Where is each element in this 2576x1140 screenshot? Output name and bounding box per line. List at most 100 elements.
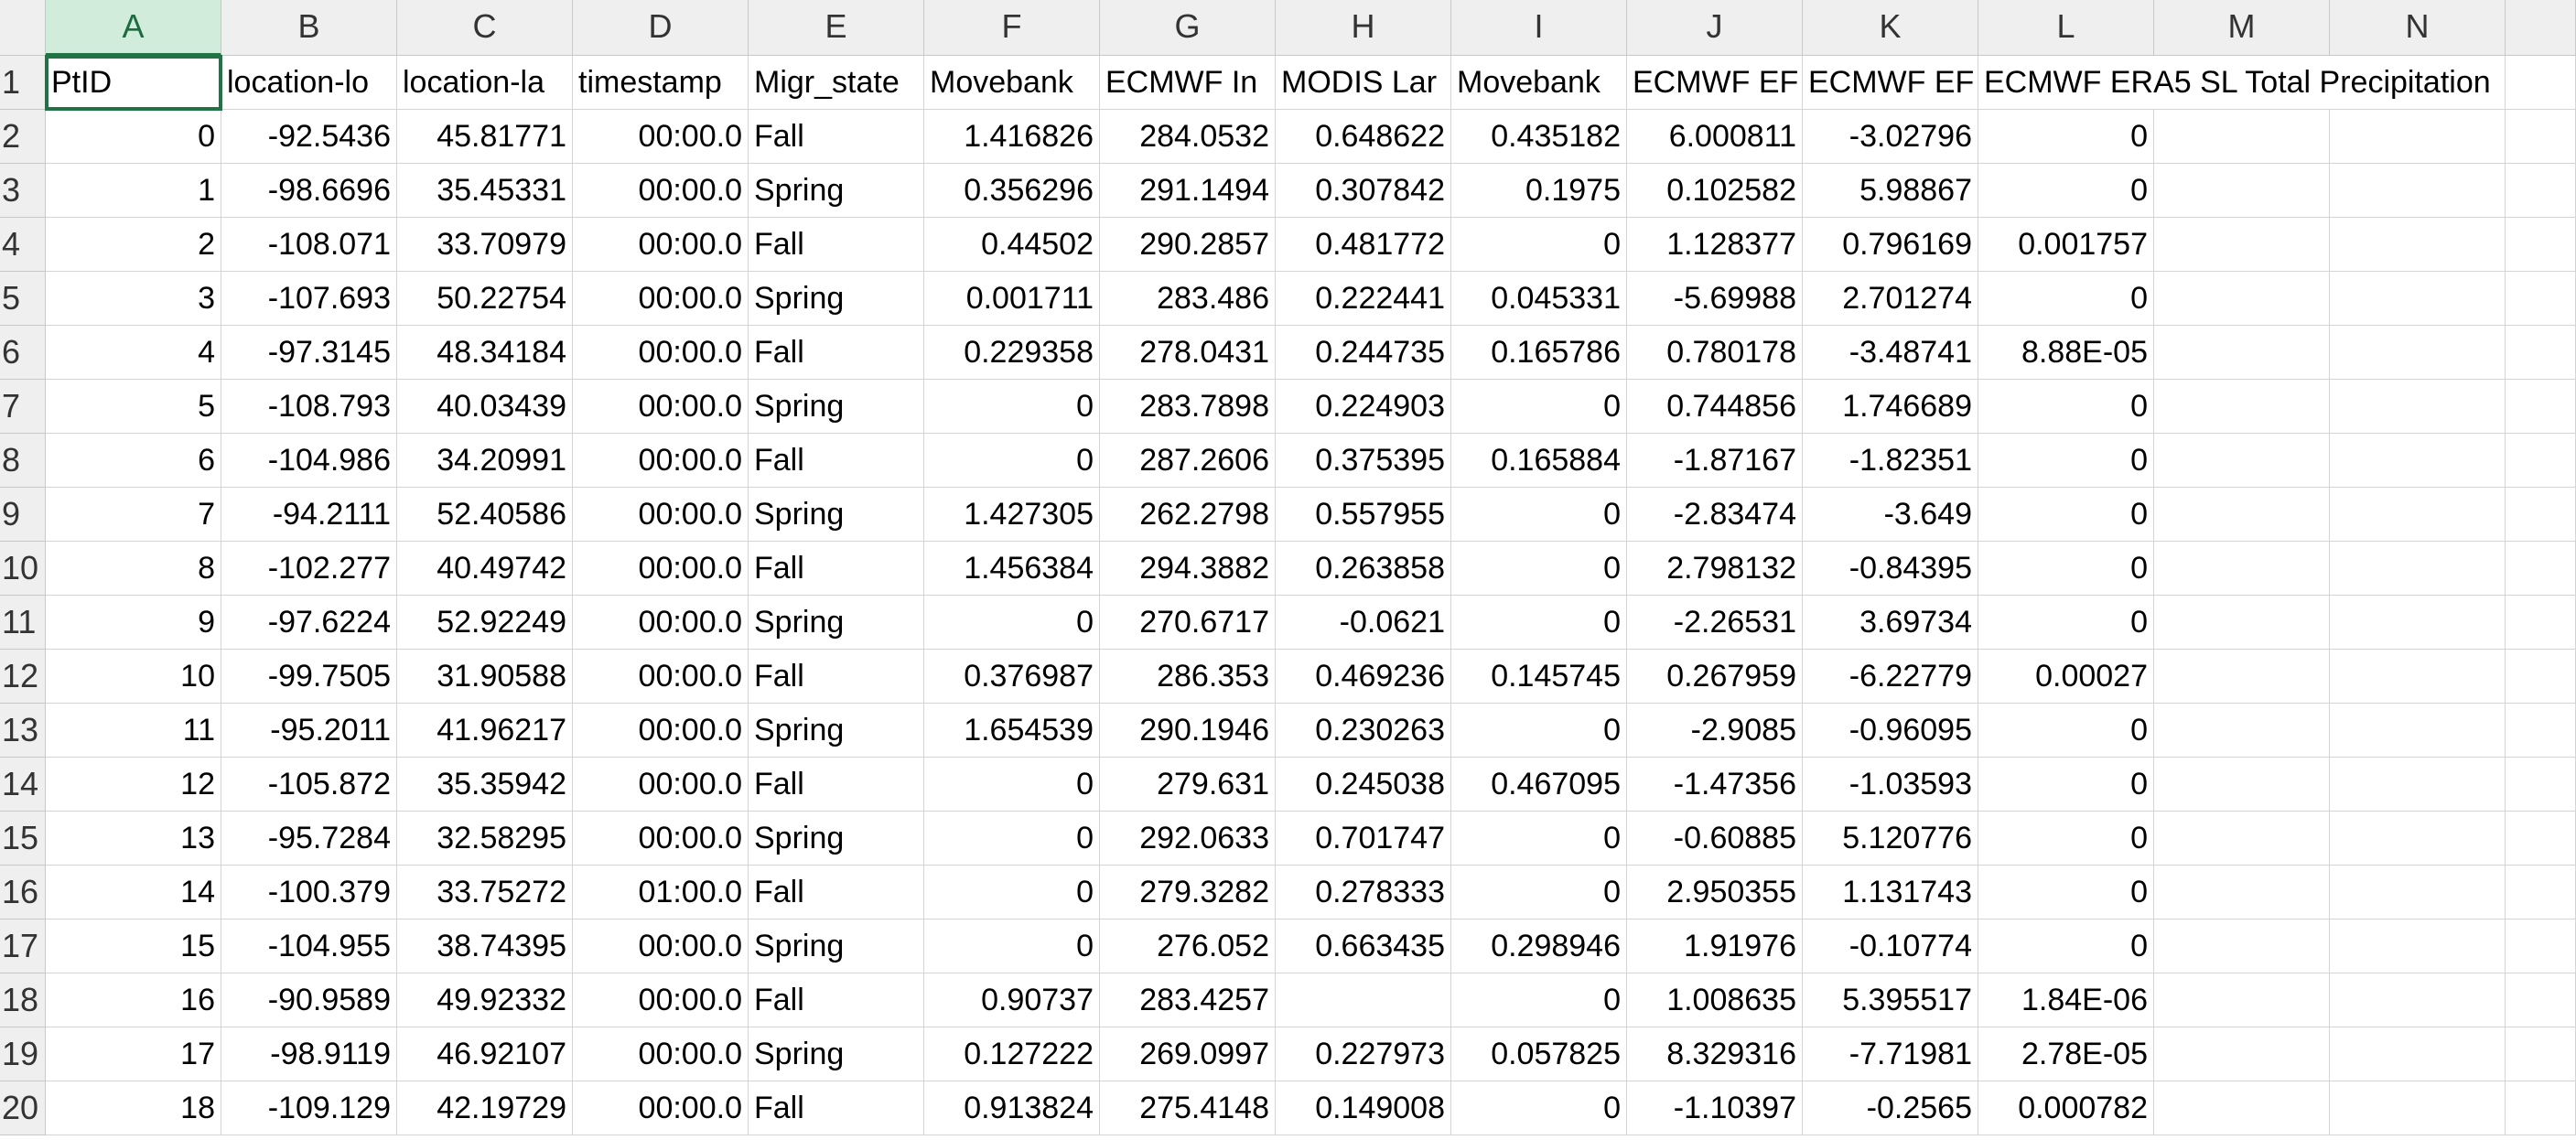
cell[interactable]: -2.83474 [1627,488,1803,542]
cell[interactable]: 0 [1978,488,2154,542]
cell[interactable]: 0.744856 [1627,380,1803,434]
cell[interactable]: -90.9589 [221,973,397,1027]
cell[interactable]: 00:00.0 [573,326,749,380]
cell[interactable]: 0.00027 [1978,650,2154,704]
column-header[interactable]: D [573,0,749,56]
cell[interactable]: 5.395517 [1803,973,1978,1027]
cell[interactable]: -0.2565 [1803,1081,1978,1135]
cell[interactable]: 8 [46,542,221,596]
cell[interactable]: 290.2857 [1100,218,1276,272]
cell[interactable]: -100.379 [221,866,397,920]
cell[interactable]: ECMWF EF [1803,56,1978,110]
cell[interactable] [2154,1027,2330,1081]
row-header[interactable]: 19 [0,1027,46,1081]
cell[interactable] [2330,272,2506,326]
cell[interactable] [2330,866,2506,920]
cell[interactable]: 40.03439 [397,380,573,434]
column-header[interactable]: J [1627,0,1803,56]
cell[interactable]: 0 [1451,380,1627,434]
cell[interactable]: 52.40586 [397,488,573,542]
column-header[interactable]: L [1978,0,2154,56]
cell[interactable]: 0 [1451,542,1627,596]
cell[interactable]: 1.008635 [1627,973,1803,1027]
row-header[interactable]: 14 [0,758,46,812]
cell[interactable]: -107.693 [221,272,397,326]
cell[interactable]: 38.74395 [397,920,573,973]
cell[interactable]: 0.44502 [924,218,1100,272]
column-header[interactable]: I [1451,0,1627,56]
cell[interactable]: 0 [924,380,1100,434]
cell[interactable]: 10 [46,650,221,704]
cell[interactable]: Fall [749,1081,924,1135]
cell[interactable]: 0.001711 [924,272,1100,326]
row-header[interactable]: 4 [0,218,46,272]
column-header[interactable]: B [221,0,397,56]
cell[interactable]: 0 [1978,380,2154,434]
cell[interactable]: Fall [749,110,924,164]
cell[interactable]: 5.98867 [1803,164,1978,218]
cell[interactable]: -0.84395 [1803,542,1978,596]
cell[interactable] [2506,650,2576,704]
cell[interactable]: -109.129 [221,1081,397,1135]
cell[interactable]: 0.90737 [924,973,1100,1027]
cell[interactable]: Fall [749,218,924,272]
cell[interactable]: 0 [1451,1081,1627,1135]
cell[interactable]: Spring [749,596,924,650]
cell[interactable] [2506,434,2576,488]
row-header[interactable]: 12 [0,650,46,704]
cell[interactable] [2154,380,2330,434]
cell[interactable] [2506,542,2576,596]
cell[interactable]: 0.796169 [1803,218,1978,272]
row-header[interactable]: 2 [0,110,46,164]
cell[interactable] [2154,326,2330,380]
cell[interactable]: 0.701747 [1276,812,1451,866]
cell[interactable] [2506,326,2576,380]
cell[interactable]: 0.045331 [1451,272,1627,326]
cell[interactable]: 1.131743 [1803,866,1978,920]
cell[interactable]: 0.278333 [1276,866,1451,920]
cell[interactable]: 00:00.0 [573,812,749,866]
cell[interactable] [2154,542,2330,596]
cell[interactable] [2330,326,2506,380]
cell[interactable]: 284.0532 [1100,110,1276,164]
cell[interactable]: 1.91976 [1627,920,1803,973]
cell[interactable] [2330,542,2506,596]
cell[interactable]: 45.81771 [397,110,573,164]
cell[interactable]: 7 [46,488,221,542]
cell[interactable]: 18 [46,1081,221,1135]
cell[interactable]: 00:00.0 [573,218,749,272]
cell[interactable]: 262.2798 [1100,488,1276,542]
cell[interactable]: -108.793 [221,380,397,434]
cell[interactable]: 0 [924,812,1100,866]
row-header[interactable]: 8 [0,434,46,488]
cell[interactable]: 0.102582 [1627,164,1803,218]
cell[interactable]: 00:00.0 [573,1081,749,1135]
cell[interactable]: 0 [1978,866,2154,920]
cell[interactable]: 0.165884 [1451,434,1627,488]
row-header[interactable]: 1 [0,56,46,110]
cell[interactable] [2506,110,2576,164]
cell[interactable]: 16 [46,973,221,1027]
row-header[interactable]: 7 [0,380,46,434]
cell[interactable]: 2.950355 [1627,866,1803,920]
column-header[interactable]: F [924,0,1100,56]
cell[interactable] [2330,758,2506,812]
corner[interactable] [0,0,46,56]
cell[interactable]: 0.127222 [924,1027,1100,1081]
cell[interactable]: 0 [46,110,221,164]
cell[interactable]: -0.10774 [1803,920,1978,973]
cell[interactable]: -104.955 [221,920,397,973]
cell[interactable]: 40.49742 [397,542,573,596]
cell[interactable]: -5.69988 [1627,272,1803,326]
cell[interactable]: -7.71981 [1803,1027,1978,1081]
cell[interactable]: Spring [749,488,924,542]
cell[interactable]: 1.654539 [924,704,1100,758]
row-header[interactable]: 11 [0,596,46,650]
cell[interactable] [2154,650,2330,704]
cell[interactable]: 286.353 [1100,650,1276,704]
cell[interactable]: 8.329316 [1627,1027,1803,1081]
cell[interactable] [2506,56,2576,110]
cell[interactable]: 283.4257 [1100,973,1276,1027]
row-header[interactable]: 17 [0,920,46,973]
cell[interactable] [2154,920,2330,973]
